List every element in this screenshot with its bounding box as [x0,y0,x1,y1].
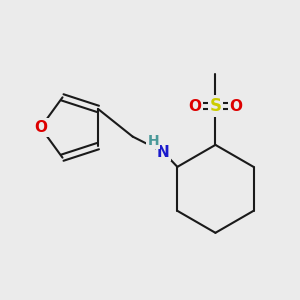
Text: H: H [147,134,159,148]
Text: S: S [209,97,221,115]
Text: N: N [157,145,170,160]
Text: O: O [188,98,202,113]
Text: O: O [230,98,242,113]
Text: O: O [34,120,47,135]
